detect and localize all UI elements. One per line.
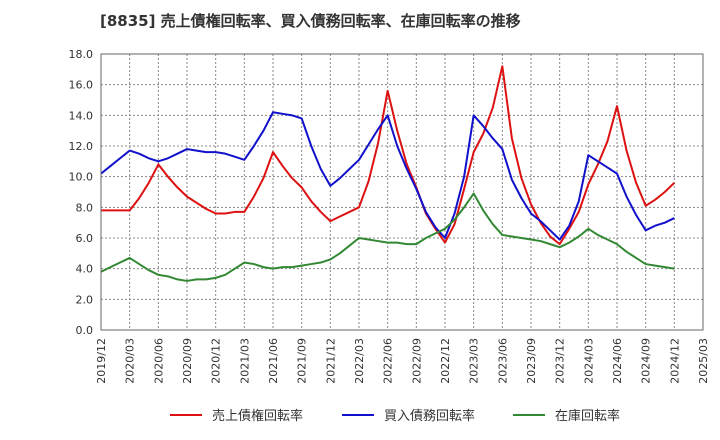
y-tick-label: 2.0: [76, 293, 94, 306]
series-line-2: [100, 111, 675, 241]
y-tick-label: 0.0: [76, 324, 94, 337]
y-tick-label: 4.0: [76, 263, 94, 276]
y-tick-label: 10.0: [69, 171, 94, 184]
grid-lines: [100, 53, 704, 331]
legend: 売上債権回転率 買入債務回転率 在庫回転率: [170, 408, 620, 424]
y-tick-label: 14.0: [69, 109, 94, 122]
x-tick-label: 2020/03: [124, 338, 137, 384]
x-tick-label: 2021/03: [238, 338, 251, 384]
x-tick-label: 2023/12: [554, 338, 567, 384]
x-tick-label: 2023/06: [496, 338, 509, 384]
legend-label-2: 買入債務回転率: [384, 408, 475, 424]
x-tick-label: 2020/09: [181, 338, 194, 384]
series-lines: [100, 65, 676, 282]
x-tick-label: 2019/12: [95, 338, 108, 384]
x-tick-label: 2023/09: [525, 338, 538, 384]
series-line-3: [100, 192, 675, 282]
series-line-1: [101, 65, 676, 246]
x-tick-label: 2024/12: [668, 338, 681, 384]
x-tick-label: 2022/12: [439, 338, 452, 384]
plot-area-border: [100, 53, 704, 331]
y-tick-label: 8.0: [76, 201, 94, 214]
x-tick-label: 2025/03: [697, 338, 710, 384]
y-tick-label: 18.0: [69, 48, 94, 61]
x-axis: 2019/12 2020/03 2020/06 2020/09 2020/12 2021/…: [95, 338, 710, 384]
y-tick-label: 16.0: [69, 79, 94, 92]
x-tick-label: 2021/09: [296, 338, 309, 384]
x-tick-label: 2024/03: [582, 338, 595, 384]
chart-title: [8835] 売上債権回転率、買入債務回転率、在庫回転率の推移: [100, 12, 521, 30]
x-tick-label: 2024/06: [611, 338, 624, 384]
y-tick-label: 6.0: [76, 232, 94, 245]
legend-label-3: 在庫回転率: [555, 408, 620, 424]
y-axis: 0.0 2.0 4.0 6.0 8.0 10.0 12.0 14.0 16.0 18.0: [69, 48, 94, 337]
x-tick-label: 2023/03: [468, 338, 481, 384]
x-tick-label: 2022/09: [410, 338, 423, 384]
x-tick-label: 2020/06: [152, 338, 165, 384]
legend-label-1: 売上債権回転率: [212, 408, 303, 424]
x-tick-label: 2024/09: [640, 338, 653, 384]
x-tick-label: 2022/03: [353, 338, 366, 384]
x-tick-label: 2021/06: [267, 338, 280, 384]
x-tick-label: 2022/06: [382, 338, 395, 384]
x-tick-label: 2020/12: [210, 338, 223, 384]
x-tick-label: 2021/12: [324, 338, 337, 384]
y-tick-label: 12.0: [69, 140, 94, 153]
